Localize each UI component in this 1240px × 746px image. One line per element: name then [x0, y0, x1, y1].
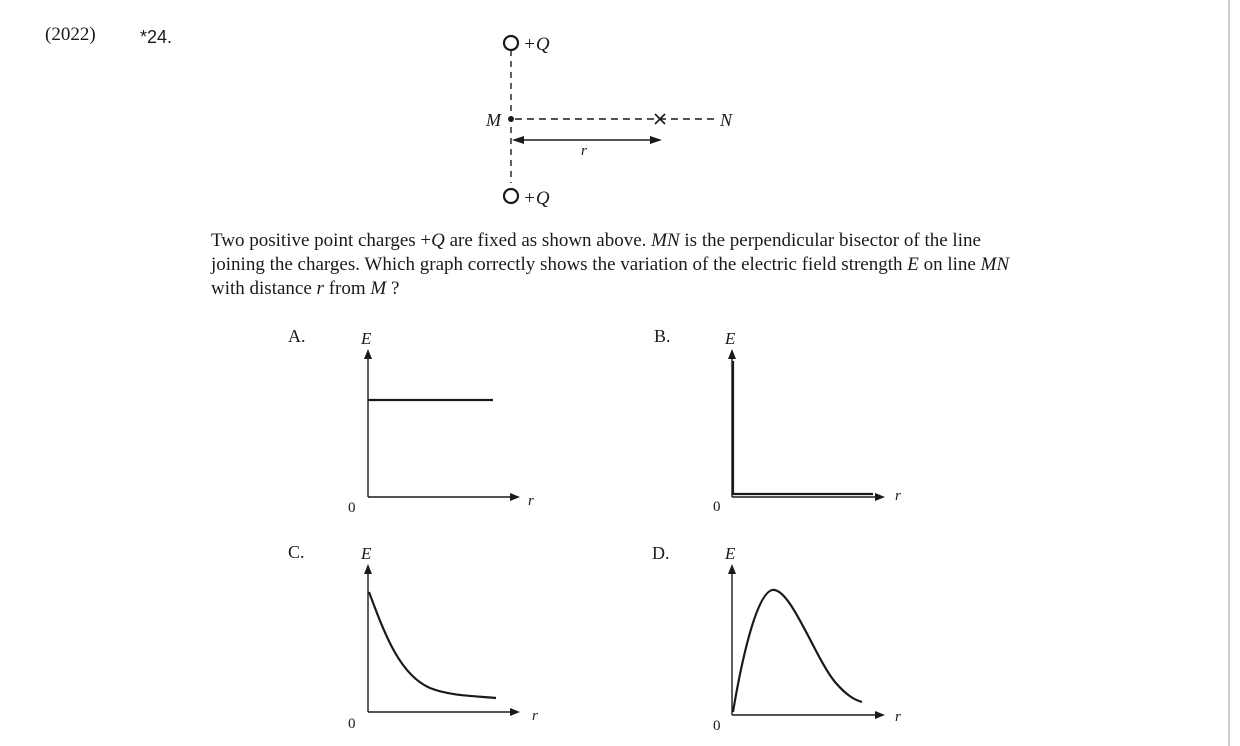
option-c-y-label: E: [360, 544, 372, 563]
bottom-charge-label: +Q: [523, 188, 550, 209]
option-b-origin: 0: [713, 499, 721, 515]
option-c-letter[interactable]: C.: [288, 542, 305, 562]
option-c-curve: [367, 591, 497, 700]
option-c-graph[interactable]: E r 0: [340, 540, 550, 740]
point-n-label: N: [719, 110, 733, 130]
bottom-charge: [502, 187, 520, 205]
option-a-y-label: E: [360, 329, 372, 348]
option-b-curve: [731, 361, 873, 496]
top-charge-label: +Q: [523, 34, 550, 55]
option-a-graph[interactable]: E r 0: [340, 325, 550, 525]
option-d-letter[interactable]: D.: [652, 543, 670, 563]
option-d-origin: 0: [713, 718, 721, 734]
option-b-y-label: E: [724, 329, 736, 348]
distance-label: r: [581, 143, 587, 159]
question-year: (2022): [45, 24, 96, 45]
option-b-letter[interactable]: B.: [654, 326, 671, 346]
question-line-1: Two positive point charges +Q are fixed …: [211, 230, 981, 251]
charge-diagram: +Q +Q M N r: [485, 34, 733, 209]
question-line-2: joining the charges. Which graph correct…: [211, 254, 1010, 275]
option-c-origin: 0: [348, 716, 356, 732]
option-a-origin: 0: [348, 500, 356, 516]
top-charge: [502, 34, 520, 52]
option-b-x-label: r: [895, 488, 901, 504]
point-m: [508, 116, 514, 122]
question-number: *24.: [140, 27, 173, 47]
option-b-graph[interactable]: E r 0: [705, 325, 915, 525]
option-c-x-label: r: [532, 708, 538, 724]
question-line-3: with distance r from M ?: [211, 278, 400, 299]
option-d-graph[interactable]: E r 0: [705, 540, 915, 740]
point-m-label: M: [485, 110, 502, 130]
option-d-curve: [731, 588, 863, 713]
option-d-y-label: E: [724, 544, 736, 563]
option-a-letter[interactable]: A.: [288, 326, 306, 346]
option-a-x-label: r: [528, 493, 534, 509]
question-stem: Two positive point charges +Q are fixed …: [211, 229, 1091, 301]
option-d-x-label: r: [895, 709, 901, 725]
page-edge-divider: [1228, 0, 1230, 746]
